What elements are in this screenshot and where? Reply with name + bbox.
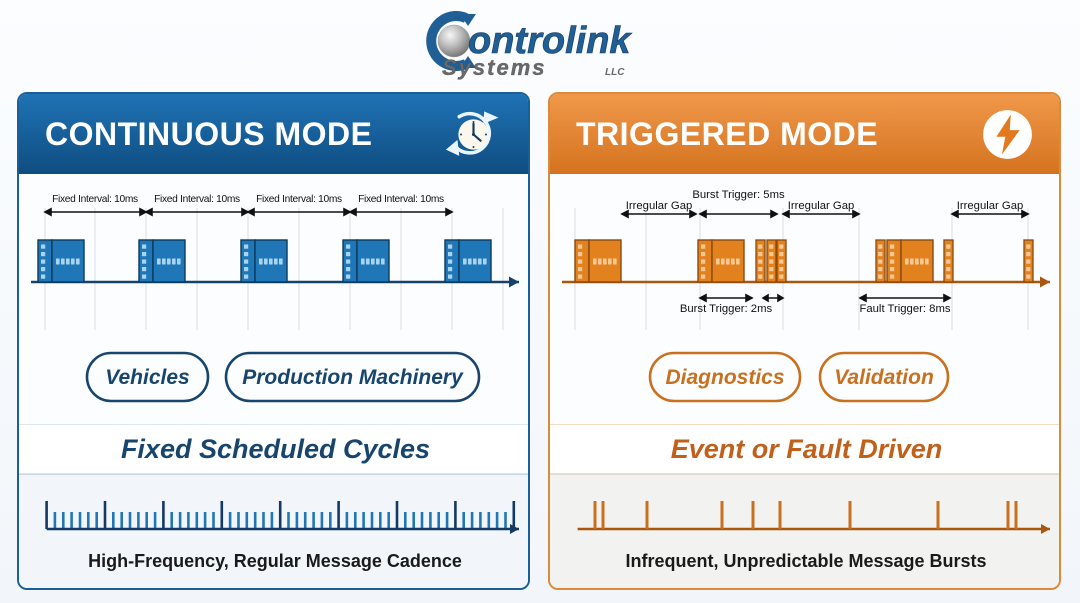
svg-text:Fixed Interval: 10ms: Fixed Interval: 10ms — [154, 194, 240, 205]
svg-text:Fixed Interval: 10ms: Fixed Interval: 10ms — [256, 194, 342, 205]
svg-text:Vehicles: Vehicles — [105, 366, 189, 389]
svg-text:Irregular Gap: Irregular Gap — [626, 200, 693, 212]
svg-text:Diagnostics: Diagnostics — [665, 366, 784, 389]
svg-text:Fault Trigger: 8ms: Fault Trigger: 8ms — [859, 303, 950, 315]
svg-text:Irregular Gap: Irregular Gap — [788, 200, 855, 212]
svg-text:Fixed Interval: 10ms: Fixed Interval: 10ms — [52, 194, 138, 205]
svg-text:Burst Trigger: 5ms: Burst Trigger: 5ms — [692, 189, 785, 201]
svg-text:Burst Trigger: 2ms: Burst Trigger: 2ms — [680, 303, 773, 315]
svg-text:Systems: Systems — [442, 55, 547, 80]
svg-text:LLC: LLC — [605, 67, 625, 78]
svg-text:Infrequent, Unpredictable Mess: Infrequent, Unpredictable Message Bursts — [625, 551, 986, 571]
svg-text:Fixed Interval: 10ms: Fixed Interval: 10ms — [358, 194, 444, 205]
svg-text:Validation: Validation — [834, 366, 934, 389]
svg-text:High-Frequency, Regular Messag: High-Frequency, Regular Message Cadence — [88, 551, 462, 571]
svg-text:Production Machinery: Production Machinery — [242, 366, 464, 389]
svg-text:Irregular Gap: Irregular Gap — [957, 200, 1024, 212]
